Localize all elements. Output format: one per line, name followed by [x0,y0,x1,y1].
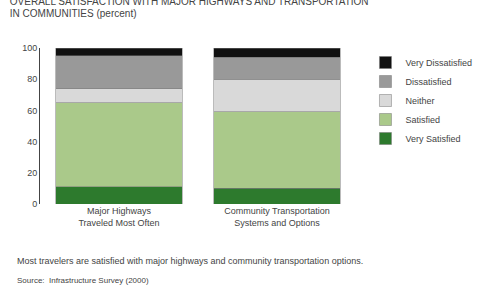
svg-text:Neither: Neither [405,96,434,106]
svg-text:Community TransportationSystem: Community TransportationSystems and Opti… [224,206,330,228]
svg-text:80: 80 [27,74,37,84]
svg-text:0: 0 [32,199,37,209]
svg-text:Dissatisfied: Dissatisfied [405,77,451,87]
svg-text:Major HighwaysTraveled Most Of: Major HighwaysTraveled Most Often [78,206,159,228]
svg-text:20: 20 [27,168,37,178]
svg-text:40: 40 [27,137,37,147]
svg-text:Source: Infrastructure Survey: Source: Infrastructure Survey (2000) [17,276,149,285]
svg-text:60: 60 [27,106,37,116]
svg-text:100: 100 [22,43,37,53]
svg-text:Very Satisfied: Very Satisfied [405,134,460,144]
svg-text:Very Dissatisfied: Very Dissatisfied [405,58,472,68]
svg-text:Satisfied: Satisfied [405,115,440,125]
svg-text:OVERALL SATISFACTION WITH MAJO: OVERALL SATISFACTION WITH MAJOR HIGHWAYS… [10,0,369,19]
svg-text:Most travelers are satisfied w: Most travelers are satisfied with major … [17,256,363,266]
